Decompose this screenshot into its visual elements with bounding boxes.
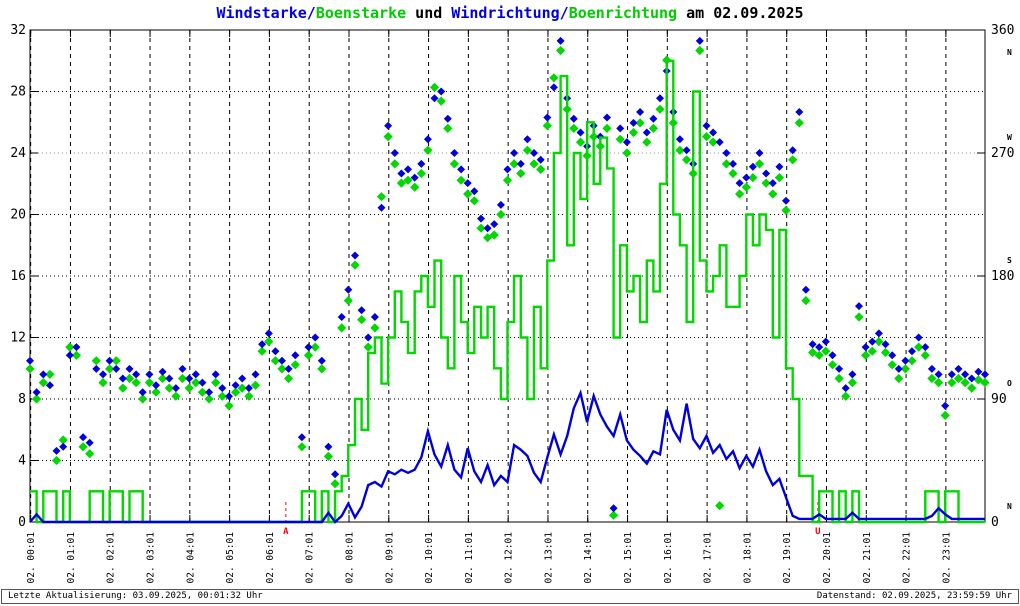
svg-text:16: 16 [10,269,26,284]
svg-text:02. 15:01: 02. 15:01 [623,532,634,584]
svg-text:02. 22:01: 02. 22:01 [902,532,913,584]
wind-direction-dots [26,36,989,513]
svg-text:0: 0 [991,515,999,530]
svg-text:A: A [283,527,289,537]
svg-text:02. 02:01: 02. 02:01 [106,532,117,584]
y-axis-left-labels: 0 4 8 12 16 20 24 28 32 [10,23,38,530]
svg-text:360: 360 [991,23,1014,38]
title-boenstarke: Boenstarke [315,4,407,22]
svg-text:90: 90 [991,392,1007,407]
svg-text:02. 07:01: 02. 07:01 [305,532,316,584]
svg-text:02. 09:01: 02. 09:01 [384,532,395,584]
title-und: und [406,4,452,22]
last-update-text: Letzte Aktualisierung: 03.09.2025, 00:01… [8,591,263,601]
gust-speed-line [30,59,985,524]
title-windrichtung: Windrichtung/ [451,4,569,22]
svg-text:02. 21:01: 02. 21:01 [862,532,873,584]
gust-direction-dots [25,45,990,520]
svg-text:N: N [1007,48,1012,57]
svg-text:02. 00:01: 02. 00:01 [26,532,37,584]
svg-text:12: 12 [10,331,26,346]
svg-text:02. 08:01: 02. 08:01 [344,532,355,584]
status-bar: Letzte Aktualisierung: 03.09.2025, 00:01… [1,589,1019,604]
sunset-marker: U [815,502,821,537]
wind-chart-plot: 0 4 8 12 16 20 24 28 32 0 N 90 O 180 S 270 W 360 N 02. 00:0… [10,23,1014,583]
svg-text:02. 23:01: 02. 23:01 [941,532,952,584]
svg-text:W: W [1007,133,1012,142]
svg-text:02. 19:01: 02. 19:01 [782,532,793,584]
svg-text:02. 16:01: 02. 16:01 [663,532,674,584]
svg-text:02. 20:01: 02. 20:01 [822,532,833,584]
title-boenrichtung: Boenrichtung [568,4,678,22]
x-axis-labels: 02. 00:01 02. 01:01 02. 02:01 02. 03:01 02. … [26,30,952,583]
svg-text:20: 20 [10,208,26,223]
svg-text:02. 12:01: 02. 12:01 [504,532,515,584]
svg-text:O: O [1007,379,1012,388]
plot-frame [29,29,986,523]
svg-text:02. 01:01: 02. 01:01 [66,532,77,584]
wind-speed-line [29,389,985,524]
title-windstarke: Windstarke/ [216,4,316,22]
svg-text:0: 0 [18,515,26,530]
grid-layer [30,30,985,522]
svg-text:02. 05:01: 02. 05:01 [225,532,236,584]
svg-text:8: 8 [18,392,26,407]
svg-text:02. 10:01: 02. 10:01 [424,532,435,584]
svg-text:02. 04:01: 02. 04:01 [185,532,196,584]
svg-text:32: 32 [10,23,26,38]
svg-text:02. 14:01: 02. 14:01 [583,532,594,584]
title-date: am 02.09.2025 [677,4,804,22]
svg-text:S: S [1007,256,1012,265]
chart-title: Windstarke/Boenstarke und Windrichtung/B… [0,4,1020,22]
svg-text:28: 28 [10,85,26,100]
svg-text:02. 11:01: 02. 11:01 [464,532,475,584]
svg-text:270: 270 [991,146,1014,161]
svg-text:U: U [815,527,820,537]
svg-text:N: N [1007,502,1012,511]
svg-text:02. 18:01: 02. 18:01 [742,532,753,584]
data-state-text: Datenstand: 02.09.2025, 23:59:59 Uhr [816,591,1012,601]
svg-text:180: 180 [991,269,1014,284]
svg-text:24: 24 [10,146,26,161]
svg-text:02. 03:01: 02. 03:01 [146,532,157,584]
svg-text:02. 06:01: 02. 06:01 [265,532,276,584]
svg-text:02. 17:01: 02. 17:01 [703,532,714,584]
svg-text:02. 13:01: 02. 13:01 [543,532,554,584]
sunrise-marker: A [283,502,289,537]
svg-text:4: 4 [18,454,26,469]
